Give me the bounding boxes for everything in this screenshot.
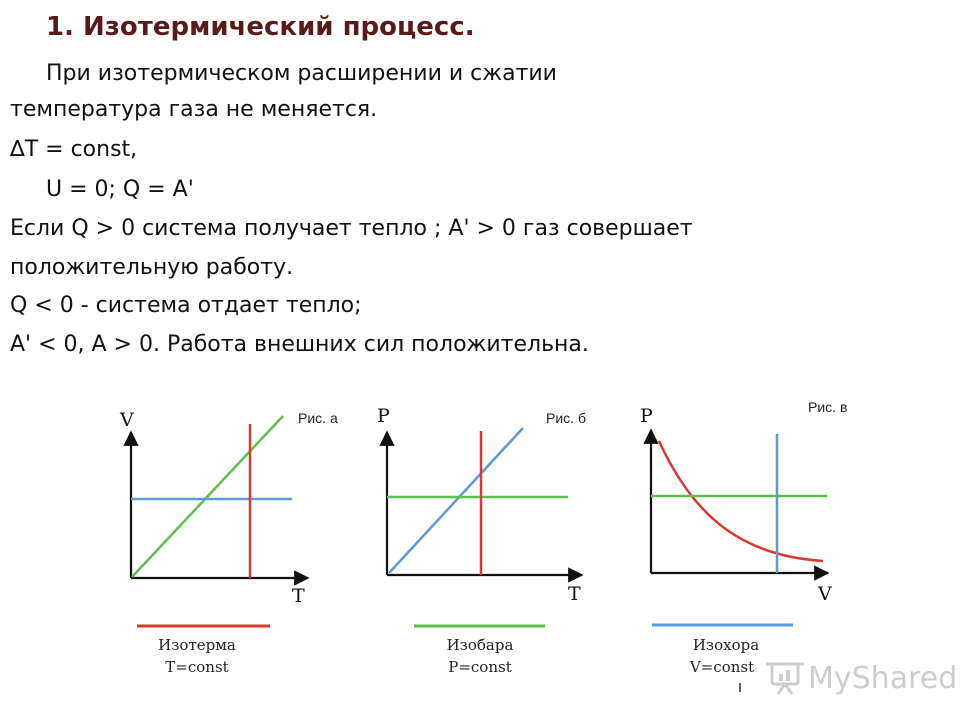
text-line-7: Q < 0 - система отдает тепло; — [10, 293, 362, 318]
fig-b-label: Рис. б — [546, 410, 586, 426]
fig-a-x-label: T — [292, 585, 305, 607]
text-line-2: температура газа не меняется. — [10, 97, 378, 122]
text-line-8: A' < 0, A > 0. Работа внешних сил положи… — [10, 332, 589, 357]
text-line-5: Если Q > 0 система получает тепло ; A' >… — [10, 216, 693, 241]
watermark-text: MyShared — [808, 661, 957, 696]
text-line-1: При изотермическом расширении и сжатии — [46, 61, 557, 86]
fig-b-caption-formula: P=const — [448, 658, 511, 676]
fig-b-caption-title: Изобара — [447, 636, 514, 654]
figure-isobar: P T Рис. б Изобара P=const — [377, 405, 586, 676]
text-line-6: положительную работу. — [10, 255, 294, 280]
presentation-board-icon — [766, 662, 804, 695]
fig-b-x-label: T — [568, 583, 581, 605]
fig-b-y-label: P — [377, 405, 390, 427]
text-line-3: ∆T = const, — [10, 137, 138, 162]
fig-a-label: Рис. а — [298, 410, 338, 426]
figure-isochore: P V Рис. в Изохора V=const — [640, 399, 847, 692]
fig-c-y-label: P — [640, 405, 653, 427]
fig-c-x-label: V — [817, 583, 832, 605]
fig-a-green-line — [131, 415, 284, 578]
fig-b-blue-line — [388, 427, 524, 574]
text-line-4: U = 0; Q = A' — [46, 177, 194, 202]
fig-a-caption-formula: T=const — [165, 658, 228, 676]
fig-a-y-label: V — [119, 409, 134, 431]
figure-isotherm: V T Рис. а Изотерма T=const — [119, 409, 338, 676]
fig-c-red-curve — [657, 440, 824, 563]
watermark: MyShared — [766, 661, 957, 696]
slide-title: 1. Изотермический процесс. — [46, 12, 475, 42]
fig-a-caption-title: Изотерма — [158, 636, 236, 654]
fig-c-caption-formula: V=const — [689, 658, 754, 676]
fig-c-caption-title: Изохора — [693, 636, 759, 654]
fig-c-label: Рис. в — [808, 399, 847, 415]
